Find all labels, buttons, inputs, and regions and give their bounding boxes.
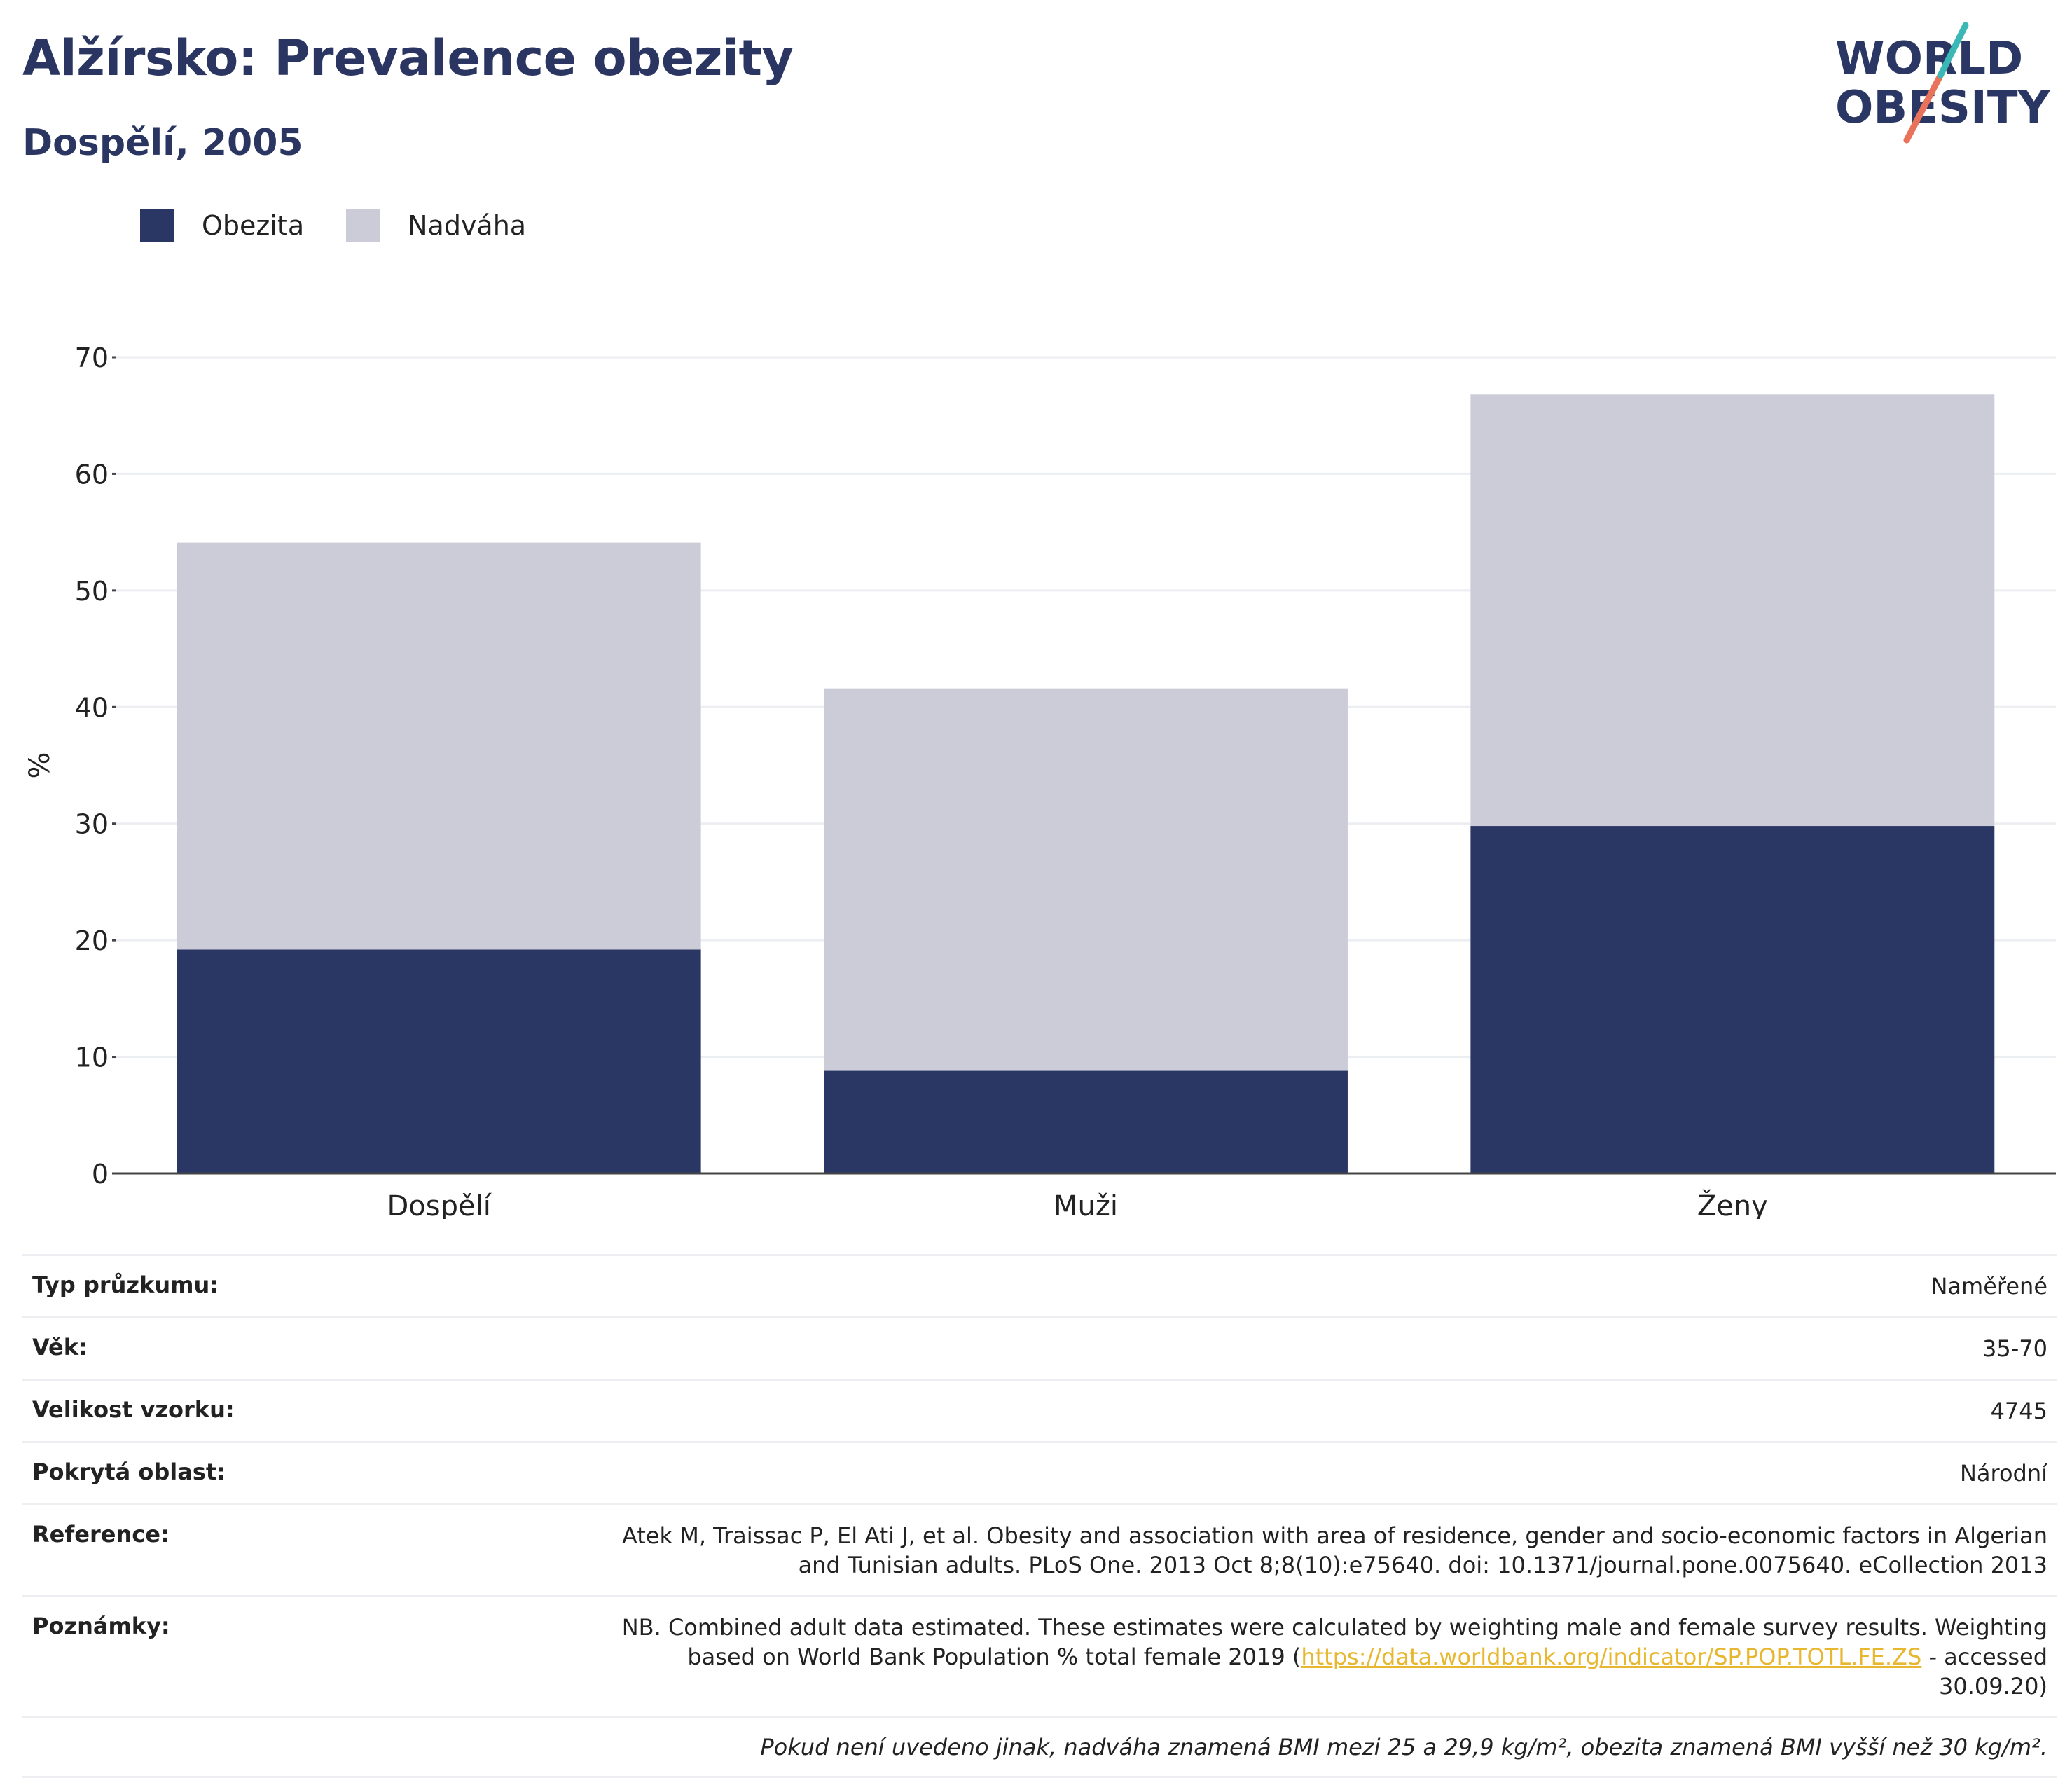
definition-footnote: Pokud není uvedeno jinak, nadváha znamen… [760,1734,2047,1760]
x-tick-label: Ženy [1697,1189,1768,1219]
legend-item-obesity: Obezita [140,209,304,242]
notes-suffix: - accessed 30.09.20) [1921,1643,2047,1700]
meta-value: Národní [1959,1460,2047,1487]
chart-legend: Obezita Nadváha [140,209,568,242]
meta-value: Atek M, Traissac P, El Ati J, et al. Obe… [621,1522,2047,1578]
logo-line2: OBESITY [1835,82,2050,134]
notes-text: NB. Combined adult data estimated. These… [621,1614,2047,1670]
y-tick-label: 70 [75,343,109,373]
bar-overweight [177,542,701,950]
world-obesity-logo: WORLD OBESITY [1835,22,2050,144]
meta-row-sample-size: Velikost vzorku: 4745 [22,1379,2057,1441]
page-title: Alžírsko: Prevalence obezity [22,29,794,87]
meta-row-survey-type: Typ průzkumu: Naměřené [22,1254,2057,1316]
bar-obesity [177,949,701,1173]
bar-overweight [1470,394,1995,827]
y-tick-label: 50 [75,576,109,607]
legend-swatch-obesity [140,209,174,242]
meta-row-area: Pokrytá oblast: Národní [22,1441,2057,1503]
meta-value: 4745 [1990,1398,2047,1424]
meta-key: Pokrytá oblast: [32,1459,226,1485]
legend-swatch-overweight [346,209,380,242]
meta-row-footnote: Pokud není uvedeno jinak, nadváha znamen… [22,1716,2057,1778]
meta-value: 35-70 [1982,1335,2047,1362]
meta-row-age: Věk: 35-70 [22,1316,2057,1379]
x-tick-label: Muži [1054,1190,1118,1219]
meta-row-reference: Reference: Atek M, Traissac P, El Ati J,… [22,1503,2057,1595]
y-tick-label: 60 [75,459,109,490]
meta-key: Poznámky: [32,1613,170,1639]
x-tick-label: Dospělí [387,1190,492,1219]
stacked-bar-chart: 0 10 20 30 40 50 60 70% Dospělí Muži Ženy [24,343,2056,1219]
logo-line1: WORLD [1835,33,2023,85]
meta-value: NB. Combined adult data estimated. These… [576,1613,2047,1701]
legend-item-overweight: Nadváha [346,209,526,242]
meta-key: Reference: [32,1521,170,1548]
y-tick-label: 10 [75,1042,109,1073]
meta-value: Naměřené [1931,1273,2047,1300]
legend-label-obesity: Obezita [202,210,305,241]
y-tick-label: 30 [75,809,109,840]
meta-row-notes: Poznámky: NB. Combined adult data estima… [22,1595,2057,1716]
meta-key: Velikost vzorku: [32,1396,235,1423]
y-tick-label: 0 [92,1159,109,1190]
page-subtitle: Dospělí, 2005 [22,122,303,164]
meta-key: Věk: [32,1334,88,1360]
metadata-table: Typ průzkumu: Naměřené Věk: 35-70 Veliko… [22,1254,2057,1778]
bar-overweight [824,688,1348,1071]
y-axis-label: % [24,752,56,778]
notes-link[interactable]: https://data.worldbank.org/indicator/SP.… [1301,1643,1922,1670]
bar-obesity [1470,826,1995,1173]
legend-label-overweight: Nadváha [408,210,527,241]
bar-obesity [824,1070,1348,1173]
meta-key: Typ průzkumu: [32,1272,219,1298]
y-tick-label: 40 [75,692,109,723]
y-tick-label: 20 [75,925,109,956]
